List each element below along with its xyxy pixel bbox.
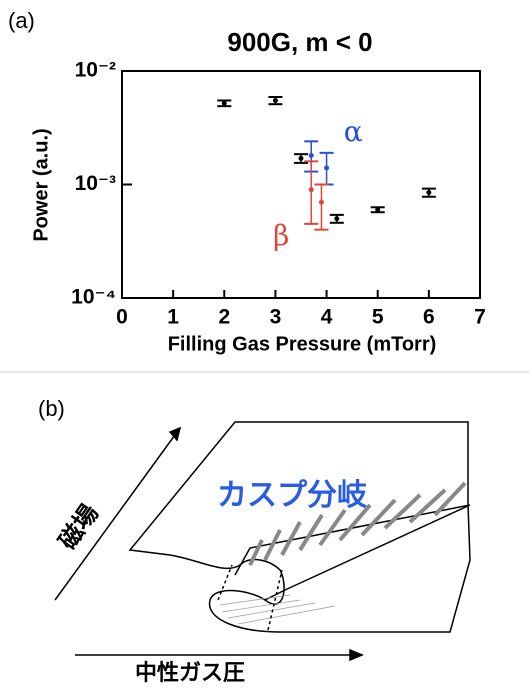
x-tick-label: 1 bbox=[167, 306, 179, 329]
point bbox=[324, 165, 329, 170]
x-axis-label: Filling Gas Pressure (mTorr) bbox=[168, 333, 437, 355]
plot-frame bbox=[122, 71, 480, 298]
x-tick-label: 2 bbox=[218, 306, 230, 329]
point bbox=[334, 216, 339, 221]
panel-label: (a) bbox=[8, 8, 35, 33]
series-label: β bbox=[273, 219, 289, 252]
figure: (a) 900G, m < 0 Power (a.u.) Filling Gas… bbox=[0, 0, 529, 690]
y-axis-label: Power (a.u.) bbox=[30, 128, 52, 241]
y-tick-label: 10⁻³ bbox=[75, 172, 116, 195]
x-tick-label: 3 bbox=[270, 306, 282, 329]
point bbox=[299, 156, 304, 161]
arrow-head bbox=[170, 428, 180, 440]
chart-title: 900G, m < 0 bbox=[227, 27, 372, 57]
x-tick-label: 6 bbox=[423, 306, 435, 329]
point bbox=[222, 101, 227, 106]
y-tick-label: 10⁻² bbox=[75, 59, 116, 82]
axis-label: 中性ガス圧 bbox=[135, 660, 245, 685]
x-tick-label: 4 bbox=[321, 306, 333, 329]
point bbox=[309, 153, 314, 158]
diagram bbox=[55, 422, 470, 660]
axis-label: 磁場 bbox=[53, 499, 103, 554]
x-tick-label: 0 bbox=[116, 306, 128, 329]
point bbox=[319, 200, 324, 205]
surface bbox=[130, 422, 470, 632]
arrow-head bbox=[350, 650, 362, 660]
x-tick-label: 7 bbox=[474, 306, 486, 329]
point bbox=[273, 98, 278, 103]
panel-label: (b) bbox=[38, 396, 65, 421]
feature-label: カスプ分岐 bbox=[217, 479, 367, 512]
page: (a) 900G, m < 0 Power (a.u.) Filling Gas… bbox=[0, 0, 529, 690]
x-tick-label: 5 bbox=[372, 306, 384, 329]
series-label: α bbox=[344, 115, 363, 148]
y-tick-label: 10⁻⁴ bbox=[71, 286, 116, 309]
point bbox=[426, 190, 431, 195]
point bbox=[375, 207, 380, 212]
point bbox=[309, 187, 314, 192]
